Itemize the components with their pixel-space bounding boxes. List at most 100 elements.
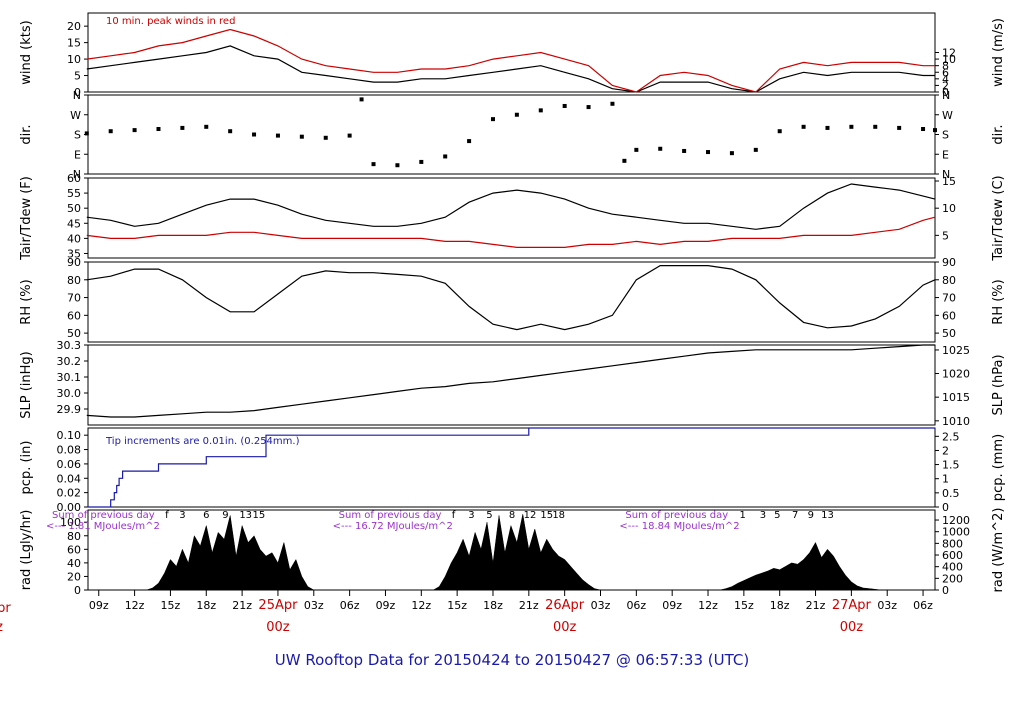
left-tick-label: 0 xyxy=(74,86,81,99)
series-line-Tair xyxy=(86,183,936,230)
series-line-wind xyxy=(86,45,935,93)
right-tick-label: 12 xyxy=(942,47,956,60)
x-tick-label: 09z xyxy=(662,599,682,612)
right-tick-label: 200 xyxy=(942,572,963,585)
dir-point xyxy=(204,124,209,129)
right-tick-label: 70 xyxy=(942,292,956,305)
right-tick-label: N xyxy=(942,89,950,102)
rad-hour-mark: 3 xyxy=(468,510,474,521)
right-tick-label: 4 xyxy=(942,73,949,86)
x-day-label: 24Apr xyxy=(0,601,11,616)
x-tick-label: 15z xyxy=(447,599,467,612)
left-tick-label: 60 xyxy=(67,543,81,556)
x-day-tick-label: 26Apr xyxy=(545,598,585,613)
left-tick-label: 50 xyxy=(67,327,81,340)
ylabel-left: SLP (inHg) xyxy=(19,351,34,419)
dir-point xyxy=(371,162,376,167)
rad-hour-mark: f xyxy=(165,510,169,521)
dir-point xyxy=(395,163,400,168)
panel-frame xyxy=(87,94,936,175)
right-tick-label: 2 xyxy=(942,79,949,92)
rad-sum-title: Sum of previous day xyxy=(625,510,728,521)
right-tick-label: 6 xyxy=(942,66,949,79)
dir-point xyxy=(275,133,280,138)
x-tick-label: 09z xyxy=(89,599,109,612)
dir-point xyxy=(514,112,519,117)
left-tick-label: 5 xyxy=(74,70,81,83)
left-tick-label: 30.2 xyxy=(57,355,82,368)
right-tick-label: 1010 xyxy=(942,415,970,428)
ylabel-right: pcp. (mm) xyxy=(991,434,1006,501)
panel-annotation: Tip increments are 0.01in. (0.254mm.) xyxy=(105,436,300,447)
panel-rh: 50 60 70 80 90 50 60 70 80 90 RH (%) RH (%) xyxy=(19,256,1006,343)
x-day-sub-label: 00z xyxy=(0,620,3,635)
rad-hour-mark: 15 xyxy=(540,510,553,521)
ylabel-left: rad (Lgly/hr) xyxy=(19,510,34,591)
left-tick-label: 35 xyxy=(67,247,81,260)
series-line-Tdew xyxy=(86,216,936,248)
left-tick-label: 40 xyxy=(67,557,81,570)
left-tick-label: 90 xyxy=(67,256,81,269)
left-tick-label: 60 xyxy=(67,309,81,322)
rad-hour-mark: 13 xyxy=(239,510,252,521)
right-tick-label: E xyxy=(942,148,949,161)
left-tick-label: 29.9 xyxy=(57,403,82,416)
right-tick-label: 0 xyxy=(942,86,949,99)
left-tick-label: 0.10 xyxy=(57,429,82,442)
panel-frame xyxy=(87,177,936,259)
right-tick-label: 1200 xyxy=(942,514,970,527)
right-tick-label: 1.5 xyxy=(942,459,960,472)
dir-point xyxy=(622,158,627,163)
ylabel-right: RH (%) xyxy=(991,279,1006,324)
chart-title: UW Rooftop Data for 20150424 to 20150427… xyxy=(275,651,749,669)
dir-point xyxy=(729,151,734,156)
ylabel-right: dir. xyxy=(991,124,1006,144)
x-day-tick-label: 27Apr xyxy=(832,598,872,613)
dir-point xyxy=(586,105,591,110)
x-tick-label: 12z xyxy=(125,599,145,612)
dir-point xyxy=(299,134,304,139)
right-tick-label: 5 xyxy=(942,229,949,242)
rad-hour-mark: 5 xyxy=(486,510,492,521)
dir-point xyxy=(228,129,233,134)
right-tick-label: 50 xyxy=(942,327,956,340)
right-tick-label: 2 xyxy=(942,444,949,457)
dir-point xyxy=(658,146,663,151)
x-tick-label: 12z xyxy=(698,599,718,612)
dir-point xyxy=(538,108,543,113)
rad-hour-mark: 3 xyxy=(760,510,766,521)
x-tick-label: 18z xyxy=(483,599,503,612)
rad-sum-title: Sum of previous day xyxy=(52,510,155,521)
panel-slp: 29.9 30.0 30.1 30.2 30.3 1010 1015 1020 1025 SLP … xyxy=(19,339,1006,428)
rad-hour-mark: 5 xyxy=(774,510,780,521)
ylabel-right: rad (W/m^2) xyxy=(991,508,1006,593)
ylabel-left: dir. xyxy=(19,124,34,144)
x-tick-label: 18z xyxy=(770,599,790,612)
x-tick-label: 21z xyxy=(519,599,539,612)
dir-point xyxy=(753,147,758,152)
rad-hour-mark: 9 xyxy=(222,510,228,521)
x-tick-label: 03z xyxy=(591,599,611,612)
left-tick-label: E xyxy=(74,148,81,161)
right-tick-label: S xyxy=(942,129,949,142)
dir-point xyxy=(873,124,878,129)
dir-point xyxy=(933,128,937,133)
left-tick-label: 20 xyxy=(67,570,81,583)
rad-hour-mark: f xyxy=(452,510,456,521)
left-tick-label: 100 xyxy=(60,516,81,529)
x-tick-label: 15z xyxy=(734,599,754,612)
right-tick-label: 1 xyxy=(942,473,949,486)
left-tick-label: 30.1 xyxy=(57,371,82,384)
dir-point xyxy=(825,125,830,130)
panel-frame xyxy=(87,261,936,343)
rad-hour-mark: 13 xyxy=(821,510,834,521)
left-tick-label: 70 xyxy=(67,292,81,305)
left-tick-label: 30.0 xyxy=(57,387,82,400)
rad-sum-value: <--- 16.72 MJoules/m^2 xyxy=(333,521,453,532)
x-tick-label: 06z xyxy=(913,599,933,612)
x-tick-label: 03z xyxy=(304,599,324,612)
rad-hour-mark: 15 xyxy=(252,510,265,521)
left-tick-label: 0.02 xyxy=(57,487,82,500)
dir-point xyxy=(777,129,782,134)
